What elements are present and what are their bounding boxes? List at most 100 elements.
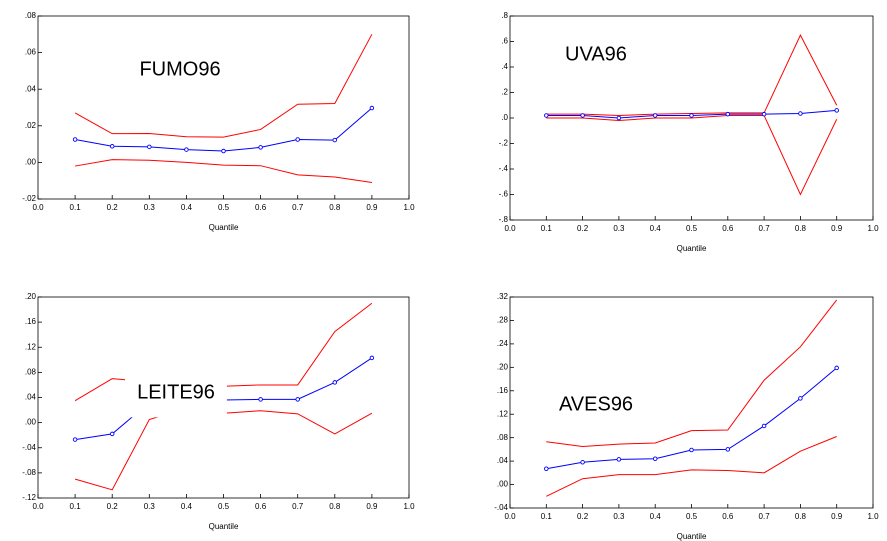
- series-line: [74, 407, 373, 491]
- point-marker: [652, 456, 658, 462]
- point-marker: [72, 137, 78, 142]
- point-marker: [295, 397, 300, 402]
- x-tick-label: 0.2: [107, 502, 119, 511]
- x-tick-label: 0.5: [218, 502, 230, 511]
- series-line: [546, 114, 838, 196]
- y-tick-label: -.12: [22, 493, 36, 502]
- point-marker: [221, 148, 226, 154]
- point-marker: [369, 355, 375, 361]
- point-marker: [834, 365, 839, 371]
- y-tick-label: -.08: [22, 468, 36, 477]
- y-tick-label: .00: [25, 418, 37, 427]
- panel-label-bg: [125, 367, 227, 418]
- point-marker: [258, 145, 263, 150]
- x-tick-label: 0.9: [831, 224, 843, 233]
- point-marker: [761, 111, 767, 117]
- point-marker: [295, 137, 300, 142]
- point-marker: [332, 380, 338, 385]
- x-tick-label: 0.1: [70, 502, 82, 511]
- x-tick-label: 0.5: [686, 224, 698, 233]
- series-line: [74, 34, 373, 138]
- point-marker: [580, 113, 585, 118]
- x-axis-label: Quantile: [209, 522, 239, 531]
- point-marker: [72, 437, 78, 442]
- y-tick-label: .06: [25, 48, 37, 57]
- y-tick-label: -.04: [22, 443, 36, 452]
- point-marker: [725, 111, 731, 117]
- panel-label: LEITE96: [137, 381, 215, 403]
- x-tick-label: 1.0: [403, 203, 415, 212]
- panel-label: UVA96: [565, 43, 627, 65]
- plot: [544, 33, 839, 196]
- x-axis-label: Quantile: [209, 223, 239, 232]
- point-marker: [689, 447, 694, 453]
- x-tick-label: 0.1: [541, 224, 553, 233]
- x-tick-label: 1.0: [403, 502, 415, 511]
- x-tick-label: 0.7: [292, 502, 304, 511]
- x-tick-label: 0.1: [541, 512, 553, 521]
- x-tick-label: 0.4: [650, 224, 662, 233]
- x-tick-label: 0.2: [577, 512, 589, 521]
- x-tick-label: 0.8: [795, 224, 807, 233]
- point-marker: [798, 111, 803, 116]
- point-marker: [544, 466, 549, 471]
- y-tick-label: .04: [497, 456, 509, 465]
- point-marker: [580, 460, 585, 465]
- y-tick-label: .08: [497, 433, 509, 442]
- panel-label: FUMO96: [139, 58, 220, 80]
- x-tick-label: 1.0: [867, 224, 879, 233]
- point-marker: [689, 113, 694, 118]
- series-line: [546, 436, 837, 497]
- series-line: [75, 159, 372, 184]
- point-marker: [544, 113, 549, 118]
- x-tick-label: 0.9: [831, 512, 843, 521]
- y-tick-label: .2: [501, 88, 508, 97]
- x-tick-label: 0.8: [329, 502, 341, 511]
- y-tick-label: .28: [497, 316, 509, 325]
- plot-frame: [37, 15, 410, 200]
- point-marker: [109, 144, 115, 149]
- y-tick-label: .16: [497, 386, 509, 395]
- y-tick-label: .08: [25, 367, 37, 376]
- x-tick-label: 0.0: [32, 203, 44, 212]
- x-tick-label: 0.3: [144, 203, 156, 212]
- y-tick-label: .00: [25, 158, 37, 167]
- y-tick-label: .16: [25, 317, 37, 326]
- x-tick-label: 0.3: [144, 502, 156, 511]
- x-tick-label: 0.8: [795, 512, 807, 521]
- x-tick-label: 0.7: [759, 224, 771, 233]
- point-marker: [616, 457, 622, 462]
- point-marker: [147, 144, 152, 150]
- x-tick-label: 0.4: [650, 512, 662, 521]
- x-tick-label: 0.2: [107, 203, 119, 212]
- y-tick-label: .08: [25, 11, 37, 20]
- point-marker: [184, 147, 189, 152]
- series-line: [75, 107, 373, 152]
- x-tick-label: 0.4: [181, 502, 193, 511]
- x-tick-label: 0.8: [329, 203, 341, 212]
- y-tick-label: .04: [25, 84, 37, 93]
- y-tick-label: .20: [25, 292, 37, 301]
- y-tick-label: .12: [497, 409, 509, 418]
- y-tick-label: .20: [497, 362, 509, 371]
- series-line: [546, 299, 838, 447]
- x-tick-label: 0.6: [722, 224, 734, 233]
- x-tick-label: 0.9: [366, 203, 378, 212]
- y-tick-label: .04: [25, 393, 37, 402]
- y-tick-label: .8: [501, 11, 508, 20]
- point-marker: [616, 115, 622, 121]
- y-tick-label: -.6: [499, 190, 509, 199]
- plot: [72, 34, 375, 184]
- x-tick-label: 0.6: [255, 203, 267, 212]
- x-tick-label: 0.2: [577, 224, 589, 233]
- plot: [544, 299, 839, 497]
- y-tick-label: .32: [497, 292, 509, 301]
- x-axis-label: Quantile: [677, 244, 707, 253]
- panel-label: AVES96: [559, 393, 633, 415]
- point-marker: [258, 397, 263, 402]
- point-marker: [725, 447, 731, 452]
- y-tick-label: .0: [501, 113, 508, 122]
- point-marker: [652, 113, 658, 118]
- point-marker: [369, 105, 375, 111]
- y-tick-label: -.8: [499, 215, 509, 224]
